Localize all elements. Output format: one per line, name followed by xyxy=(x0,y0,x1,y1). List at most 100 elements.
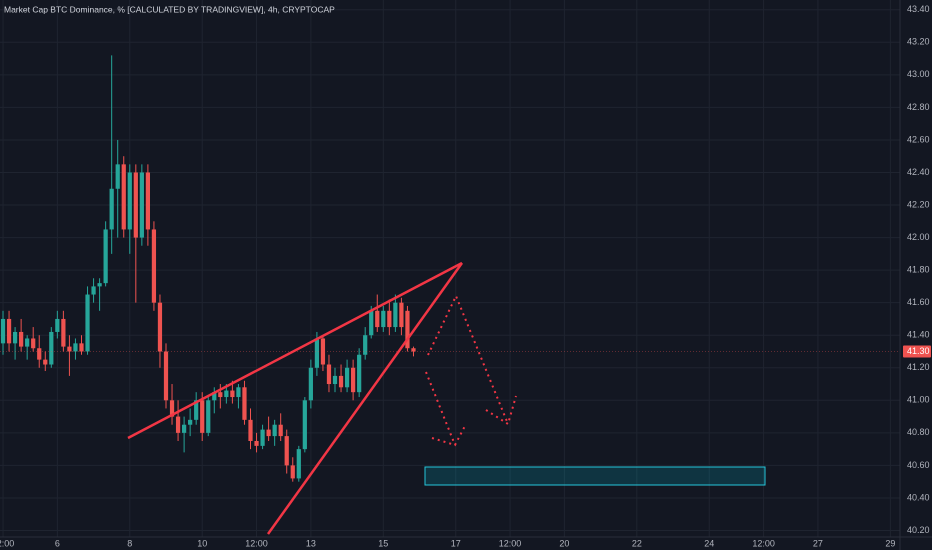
candle-body xyxy=(369,310,374,336)
candle-body xyxy=(326,364,332,385)
candle-body xyxy=(351,367,356,393)
candle-body xyxy=(338,375,344,388)
candle-body xyxy=(284,436,289,466)
y-tick-label: 42.40 xyxy=(907,167,930,177)
candle-body xyxy=(169,400,175,417)
candle-body xyxy=(399,302,404,328)
candle-body xyxy=(266,429,271,437)
last-price-label: 41.30 xyxy=(907,346,930,356)
y-tick-label: 42.00 xyxy=(907,232,930,242)
candle-body xyxy=(109,188,114,230)
y-tick-label: 43.00 xyxy=(907,69,930,79)
y-tick-label: 43.20 xyxy=(907,37,930,47)
candle-body xyxy=(145,172,150,230)
candle-body xyxy=(175,416,181,433)
x-tick-label: 6 xyxy=(55,538,60,548)
candle-body xyxy=(344,367,350,388)
candle-body xyxy=(6,318,12,344)
x-tick-label: 10 xyxy=(197,538,207,548)
candle-body xyxy=(133,172,138,238)
candle-body xyxy=(218,392,223,398)
candle-body xyxy=(55,318,60,332)
y-tick-label: 41.20 xyxy=(907,362,930,372)
trend-line xyxy=(266,262,464,535)
candle-body xyxy=(314,338,320,368)
chart-title: Market Cap BTC Dominance, % [CALCULATED … xyxy=(4,4,335,14)
candle-body xyxy=(163,351,169,401)
candle-body xyxy=(363,335,368,355)
candle-body xyxy=(73,343,78,352)
candle-body xyxy=(405,310,410,349)
y-tick-label: 40.60 xyxy=(907,460,930,470)
x-tick-label: 29 xyxy=(885,538,895,548)
x-tick-label: 12:00 xyxy=(0,538,14,548)
candle-body xyxy=(272,424,277,437)
candle-body xyxy=(49,331,54,365)
y-tick-label: 42.20 xyxy=(907,199,930,209)
y-tick-label: 40.40 xyxy=(907,492,930,502)
x-tick-label: 8 xyxy=(127,538,132,548)
candle-body xyxy=(230,390,235,398)
candle-body xyxy=(0,318,6,344)
x-tick-label: 20 xyxy=(559,538,569,548)
candle-body xyxy=(115,164,120,189)
candle-body xyxy=(91,286,96,295)
candle-body xyxy=(157,302,163,352)
candle-body xyxy=(254,440,259,446)
y-tick-label: 43.40 xyxy=(907,4,930,14)
candle-body xyxy=(127,172,132,230)
candle-body xyxy=(97,283,102,287)
trend-line xyxy=(127,261,463,440)
x-tick-label: 17 xyxy=(451,538,461,548)
candle-body xyxy=(206,400,211,433)
candle-body xyxy=(308,367,313,401)
candle-body xyxy=(375,310,380,328)
candle-body xyxy=(43,359,48,365)
candle-body xyxy=(393,302,398,328)
y-tick-label: 42.80 xyxy=(907,102,930,112)
y-tick-label: 40.20 xyxy=(907,525,930,535)
candle-body xyxy=(194,400,199,420)
candle-body xyxy=(260,429,265,446)
candle-body xyxy=(278,424,283,437)
x-tick-label: 12:00 xyxy=(499,538,522,548)
x-tick-label: 13 xyxy=(306,538,316,548)
candle-body xyxy=(181,424,187,433)
candle-body xyxy=(12,331,18,344)
candle-body xyxy=(79,343,84,352)
candle-body xyxy=(139,172,144,238)
x-tick-label: 24 xyxy=(704,538,714,548)
y-tick-label: 40.80 xyxy=(907,427,930,437)
candle-body xyxy=(67,346,72,352)
candle-body xyxy=(290,465,295,479)
candle-body xyxy=(31,338,36,349)
candle-body xyxy=(37,348,42,360)
y-tick-label: 41.60 xyxy=(907,297,930,307)
y-tick-label: 42.60 xyxy=(907,134,930,144)
candle-body xyxy=(151,229,157,303)
x-tick-label: 22 xyxy=(632,538,642,548)
drawings xyxy=(127,261,766,535)
target-zone xyxy=(424,466,766,486)
projection-arrow xyxy=(425,371,456,446)
candle-body xyxy=(236,387,241,398)
candle-body xyxy=(381,310,386,328)
projection-arrow xyxy=(427,293,509,425)
y-tick-label: 41.80 xyxy=(907,265,930,275)
candle-body xyxy=(320,338,326,365)
axes: 40.20 40.40 40.60 40.80 41.00 41.20 41.40 41.60… xyxy=(0,4,931,548)
candle-body xyxy=(302,400,307,450)
x-tick-label: 12:00 xyxy=(752,538,775,548)
candle-body xyxy=(411,348,416,352)
candles xyxy=(0,55,416,482)
candle-body xyxy=(188,419,193,425)
candle-body xyxy=(212,392,217,401)
last-price-badge xyxy=(903,345,931,358)
arrow-head xyxy=(431,423,467,447)
candle-body xyxy=(387,310,392,328)
candle-body xyxy=(200,400,205,433)
candle-body xyxy=(19,331,24,347)
candle-body xyxy=(224,390,229,398)
y-tick-label: 41.40 xyxy=(907,330,930,340)
